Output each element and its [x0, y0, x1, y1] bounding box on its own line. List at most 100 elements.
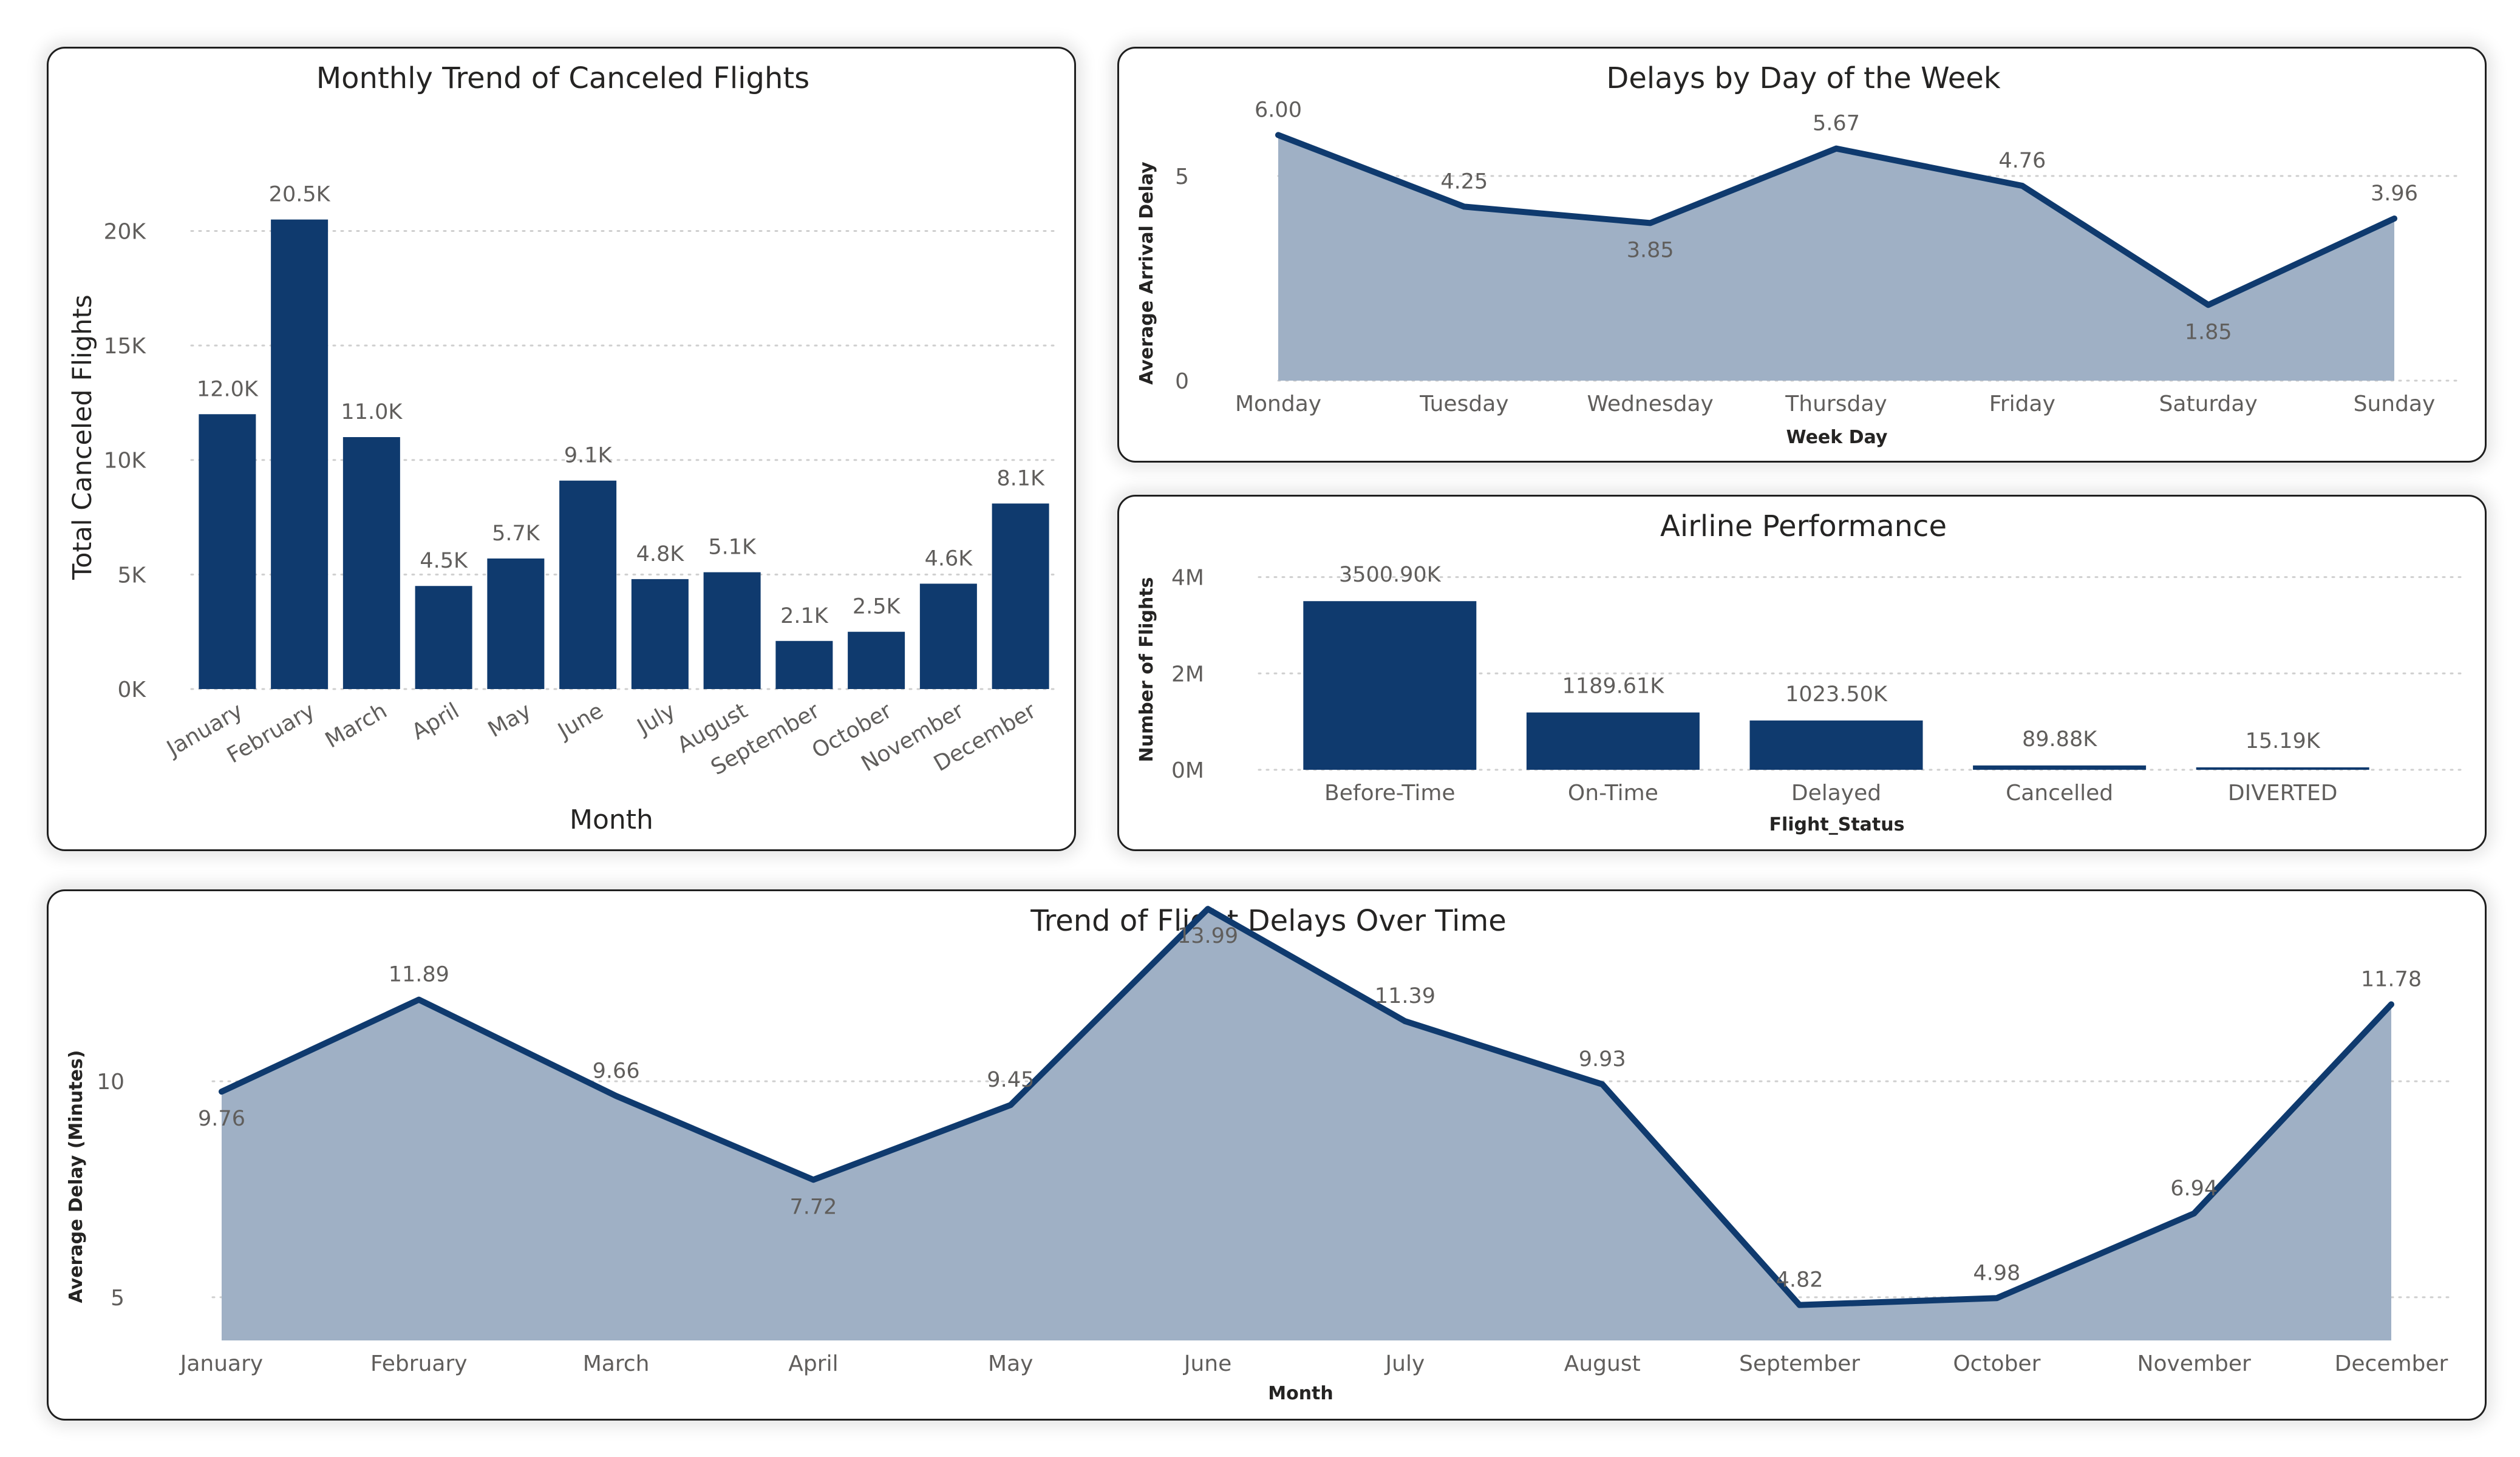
- delay-trend-chart: Trend of Flight Delays Over Time 5 10 9.76 J…: [66, 904, 2454, 1404]
- x-tick-label: November: [2137, 1351, 2251, 1376]
- bar: [703, 572, 761, 689]
- y-tick-label: 0: [1175, 369, 1189, 394]
- x-tick-label: June: [1183, 1351, 1231, 1376]
- data-label: 3500.90K: [1339, 563, 1442, 587]
- bar: [2196, 767, 2369, 770]
- data-label: 4.25: [1440, 169, 1488, 194]
- area-fill: [222, 909, 2391, 1340]
- x-tick-label: February: [370, 1351, 468, 1376]
- chart-title: Delays by Day of the Week: [1606, 61, 2000, 95]
- bar: [848, 631, 905, 689]
- data-label: 11.78: [2361, 967, 2422, 991]
- data-label: 9.93: [1579, 1047, 1626, 1072]
- data-label: 13.99: [1177, 924, 1238, 948]
- data-label: 5.67: [1813, 112, 1860, 136]
- canceled-flights-panel[interactable]: Monthly Trend of Canceled Flights 0K 5K 10K…: [47, 47, 1076, 851]
- bar: [1303, 601, 1477, 770]
- data-label: 6.94: [2170, 1177, 2218, 1201]
- bar: [487, 558, 545, 689]
- x-tick-label: Delayed: [1791, 781, 1881, 806]
- data-label: 4.82: [1776, 1268, 1824, 1292]
- x-tick-label: April: [788, 1351, 838, 1376]
- y-tick-label: 0M: [1171, 758, 1204, 783]
- bar: [1526, 712, 1700, 770]
- x-axis-title: Flight_Status: [1769, 814, 1905, 835]
- data-label: 6.00: [1255, 98, 1302, 122]
- y-tick-label: 5: [1175, 165, 1189, 189]
- data-label: 4.76: [1998, 149, 2046, 173]
- series-line: [1275, 132, 2397, 308]
- x-tick-label: Before-Time: [1324, 781, 1456, 806]
- y-axis-title: Number of Flights: [1136, 577, 1157, 762]
- y-tick-label: 10: [97, 1070, 124, 1095]
- delay-trend-panel[interactable]: Trend of Flight Delays Over Time 5 10 9.76 J…: [47, 889, 2487, 1421]
- bar: [342, 437, 400, 689]
- data-label: 9.1K: [564, 444, 613, 468]
- y-axis-title: Average Arrival Delay: [1136, 161, 1157, 385]
- x-axis-title: Month: [1268, 1383, 1333, 1404]
- x-tick-label: May: [484, 698, 536, 742]
- airline-performance-chart: Airline Performance 0M 2M 4M 3500.90K Before-…: [1136, 509, 2462, 835]
- x-tick-label: July: [632, 698, 679, 740]
- bar: [1749, 720, 1923, 770]
- y-tick-label: 2M: [1171, 662, 1204, 687]
- x-tick-label: March: [583, 1351, 650, 1376]
- data-label: 1189.61K: [1562, 674, 1665, 699]
- data-label: 11.0K: [341, 400, 403, 424]
- weekday-delays-panel[interactable]: Delays by Day of the Week 0 5 6.00 Monday 4.2…: [1117, 47, 2487, 463]
- data-label: 11.89: [389, 963, 449, 987]
- data-label: 89.88K: [2022, 727, 2097, 752]
- x-tick-label: August: [1564, 1351, 1641, 1376]
- x-tick-label: Cancelled: [2006, 781, 2113, 806]
- x-tick-label: Saturday: [2159, 392, 2258, 416]
- x-axis-title: Week Day: [1786, 427, 1888, 448]
- x-tick-label: May: [988, 1351, 1033, 1376]
- data-label: 9.45: [987, 1068, 1034, 1092]
- bar: [1973, 765, 2147, 770]
- data-label: 4.8K: [636, 542, 685, 566]
- airline-performance-panel[interactable]: Airline Performance 0M 2M 4M 3500.90K Before-…: [1117, 495, 2487, 851]
- data-label: 11.39: [1375, 984, 1435, 1008]
- y-tick-label: 10K: [104, 449, 147, 474]
- chart-title: Airline Performance: [1660, 509, 1947, 543]
- x-tick-label: April: [407, 698, 463, 745]
- data-label: 2.5K: [853, 595, 901, 619]
- x-tick-label: Monday: [1235, 392, 1321, 416]
- bar: [775, 640, 833, 689]
- y-tick-label: 5: [111, 1286, 124, 1311]
- x-tick-label: January: [179, 1351, 263, 1376]
- bar: [631, 579, 689, 689]
- y-tick-label: 15K: [104, 334, 147, 359]
- data-label: 3.96: [2371, 182, 2418, 206]
- x-tick-label: June: [553, 698, 607, 744]
- x-tick-label: October: [1953, 1351, 2040, 1376]
- data-label: 2.1K: [780, 604, 829, 628]
- y-tick-label: 0K: [117, 678, 146, 702]
- y-axis-title: Average Delay (Minutes): [66, 1050, 87, 1303]
- x-tick-label: On-Time: [1568, 781, 1658, 806]
- data-label: 5.1K: [708, 535, 757, 560]
- bar: [992, 503, 1049, 689]
- data-label: 4.98: [1973, 1261, 2020, 1285]
- data-label: 3.85: [1627, 238, 1674, 262]
- canceled-flights-chart: Monthly Trend of Canceled Flights 0K 5K 10K…: [67, 61, 1058, 835]
- bar: [271, 219, 329, 689]
- x-tick-label: December: [2335, 1351, 2448, 1376]
- area-fill: [1278, 135, 2394, 381]
- data-label: 4.6K: [925, 546, 973, 571]
- data-label: 15.19K: [2246, 729, 2321, 753]
- chart-title: Monthly Trend of Canceled Flights: [316, 61, 809, 95]
- x-tick-label: Wednesday: [1587, 392, 1713, 416]
- data-label: 8.1K: [996, 466, 1045, 491]
- x-tick-label: Tuesday: [1419, 392, 1508, 416]
- data-label: 5.7K: [492, 521, 540, 546]
- chart-title: Trend of Flight Delays Over Time: [1030, 904, 1507, 938]
- data-label: 9.76: [198, 1107, 245, 1131]
- bar: [415, 586, 472, 689]
- y-axis-title: Total Canceled Flights: [67, 294, 98, 580]
- series-line: [219, 906, 2394, 1308]
- bar: [559, 480, 617, 689]
- y-tick-label: 5K: [117, 563, 146, 588]
- x-axis-title: Month: [570, 804, 653, 835]
- data-label: 12.0K: [197, 377, 259, 401]
